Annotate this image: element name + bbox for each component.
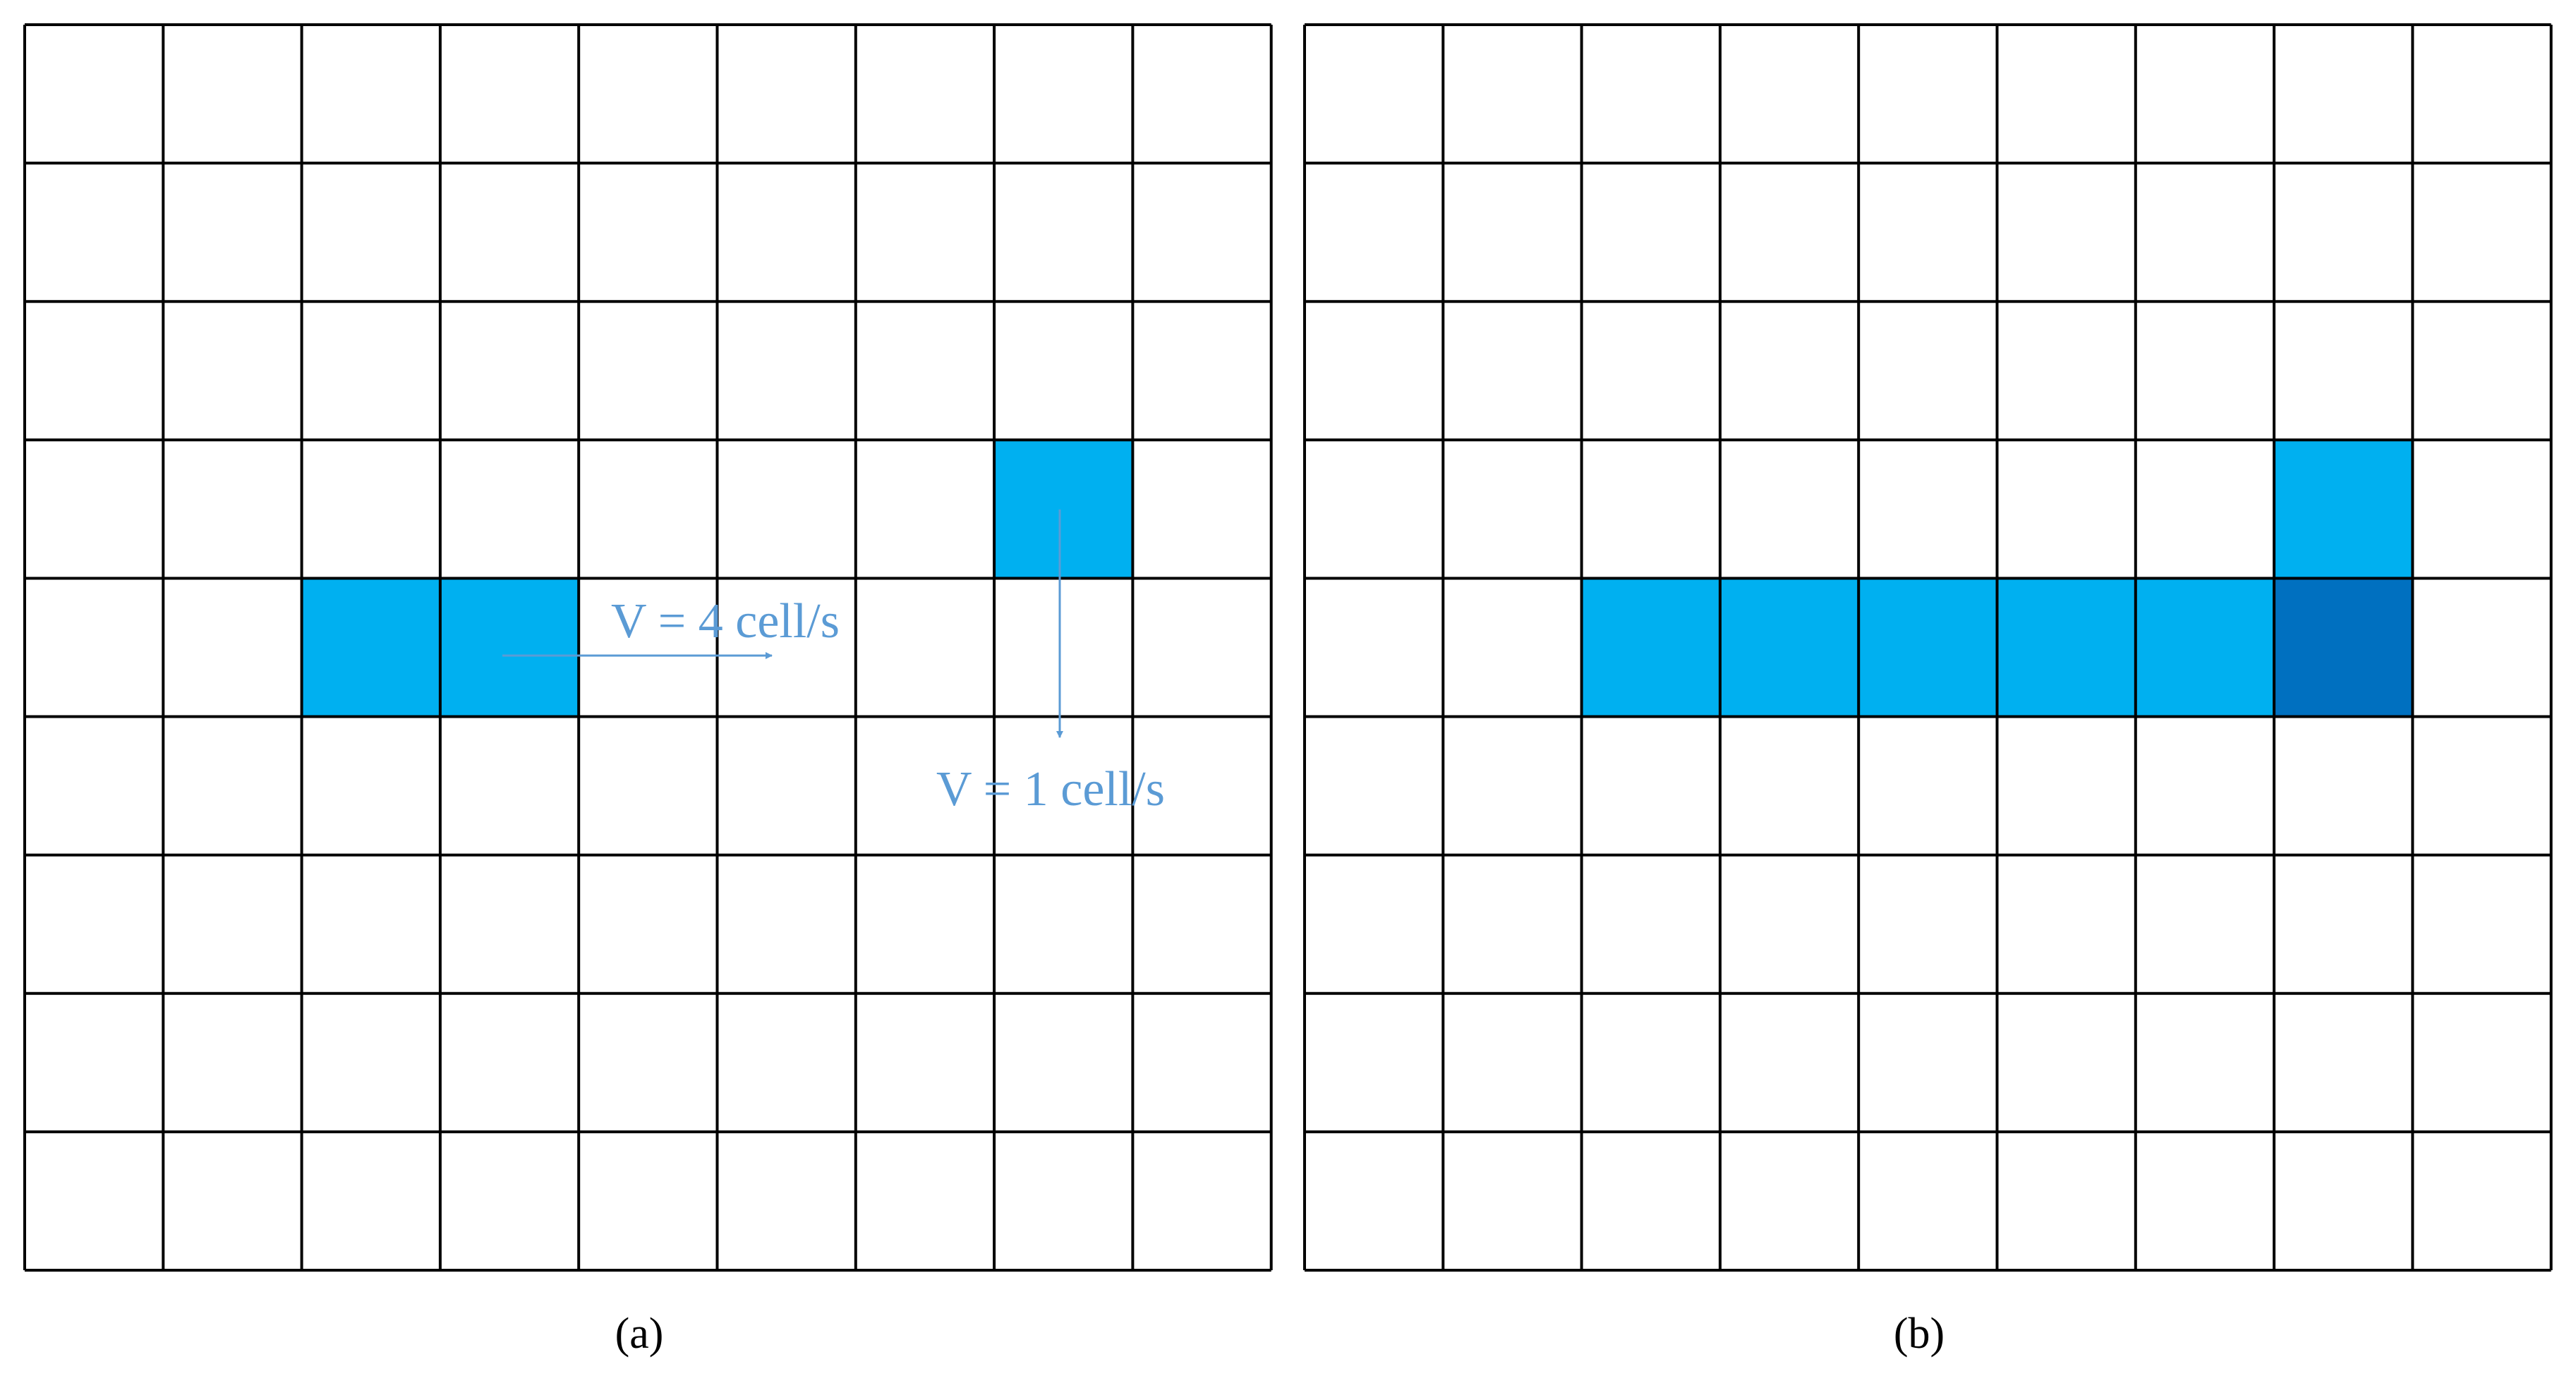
panel-b-cells (1581, 440, 2413, 718)
grids (23, 23, 2553, 1272)
cell (440, 579, 579, 718)
cell-row (1581, 579, 2275, 718)
caption: (a) (615, 1310, 664, 1358)
cell (2274, 440, 2413, 579)
cell-overlap (2274, 579, 2413, 718)
arrows (502, 509, 1063, 738)
cell (994, 440, 1133, 579)
velocity-label: V = 4 cell/s (611, 594, 840, 649)
panel-a-cells (301, 440, 1133, 718)
caption: (b) (1894, 1310, 1945, 1358)
velocity-label: V = 1 cell/s (936, 762, 1165, 816)
cell (301, 579, 440, 718)
